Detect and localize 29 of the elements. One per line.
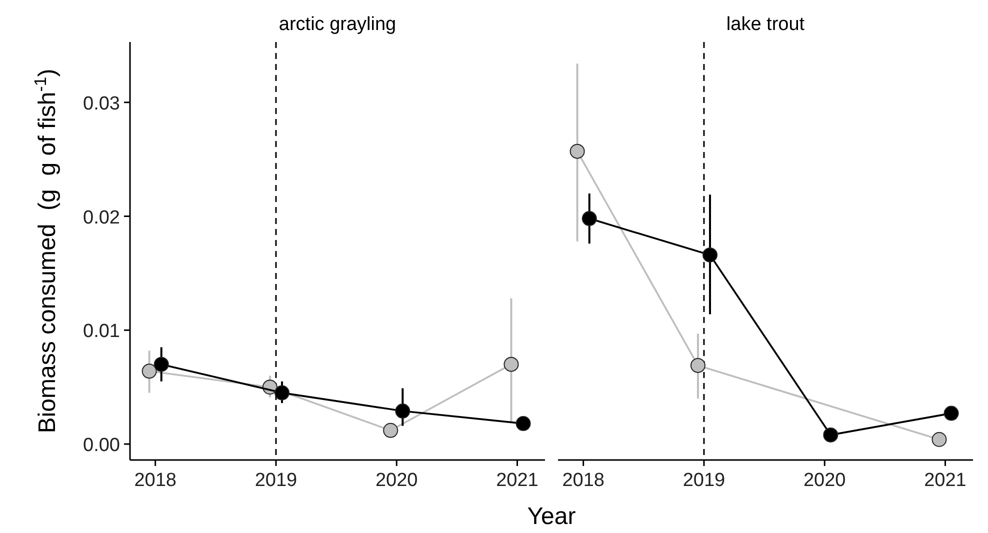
x-tick-label: 2020 (803, 470, 846, 491)
x-tick-label: 2018 (562, 470, 604, 491)
y-tick-label: 0.01 (83, 321, 120, 342)
y-tick-label: 0.02 (83, 207, 120, 228)
x-tick-label: 2021 (496, 470, 538, 491)
x-tick-label: 2020 (375, 470, 418, 491)
point (702, 247, 718, 262)
point (570, 144, 585, 159)
x-tick-label: 2019 (254, 470, 298, 491)
y-tick-label: 0.03 (83, 93, 120, 114)
point (274, 385, 290, 400)
point (142, 364, 157, 379)
chart-title: arctic grayling (278, 14, 396, 35)
chart-title: lake trout (726, 14, 806, 35)
point (690, 358, 706, 373)
x-axis-title: Year (527, 503, 576, 530)
point (395, 404, 410, 419)
x-tick-label: 2021 (924, 470, 966, 491)
y-tick-label: 0.00 (83, 435, 120, 456)
point (504, 356, 519, 372)
point (932, 432, 947, 447)
point (516, 416, 531, 432)
x-tick-label: 2019 (682, 470, 726, 491)
point (582, 211, 597, 226)
point (154, 356, 169, 372)
point (383, 422, 398, 438)
x-tick-label: 2018 (134, 470, 176, 491)
point (944, 406, 959, 421)
point (823, 427, 838, 442)
